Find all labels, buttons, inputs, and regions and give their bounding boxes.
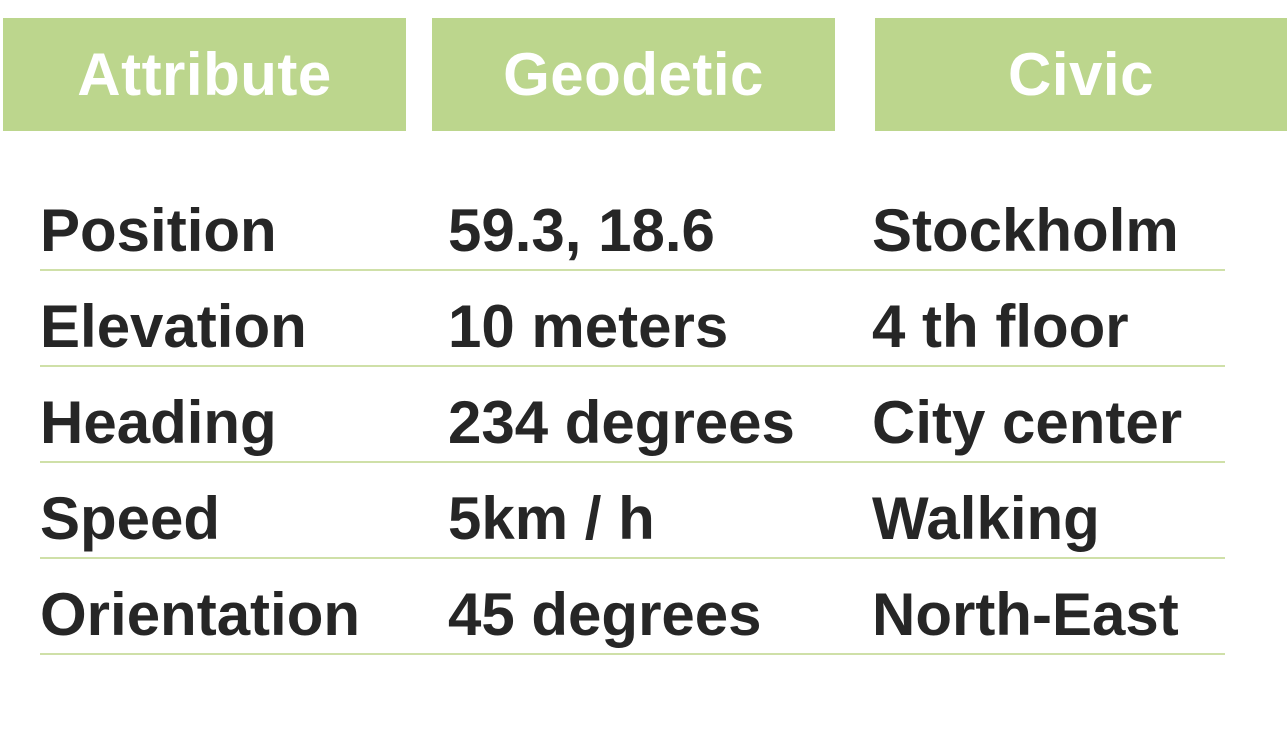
header-geodetic: Geodetic: [432, 18, 835, 131]
table-row: Heading 234 degrees City center: [40, 367, 1225, 463]
table-row: Elevation 10 meters 4 th floor: [40, 271, 1225, 367]
cell-geodetic: 5km / h: [448, 485, 655, 552]
cell-geodetic: 10 meters: [448, 293, 729, 360]
cell-geodetic: 59.3, 18.6: [448, 197, 715, 264]
cell-civic: 4 th floor: [872, 293, 1129, 360]
header-civic: Civic: [875, 18, 1287, 131]
cell-civic: North-East: [872, 581, 1179, 648]
table-row: Speed 5km / h Walking: [40, 463, 1225, 559]
cell-civic: City center: [872, 389, 1183, 456]
cell-geodetic: 234 degrees: [448, 389, 795, 456]
cell-attribute: Heading: [40, 389, 277, 456]
cell-attribute: Elevation: [40, 293, 307, 360]
table-body: Position 59.3, 18.6 Stockholm Elevation …: [40, 175, 1225, 655]
cell-attribute: Speed: [40, 485, 221, 552]
header-attribute: Attribute: [3, 18, 406, 131]
cell-attribute: Orientation: [40, 581, 361, 648]
table-row: Orientation 45 degrees North-East: [40, 559, 1225, 655]
cell-attribute: Position: [40, 197, 277, 264]
cell-civic: Stockholm: [872, 197, 1179, 264]
cell-civic: Walking: [872, 485, 1100, 552]
cell-geodetic: 45 degrees: [448, 581, 762, 648]
table-row: Position 59.3, 18.6 Stockholm: [40, 175, 1225, 271]
